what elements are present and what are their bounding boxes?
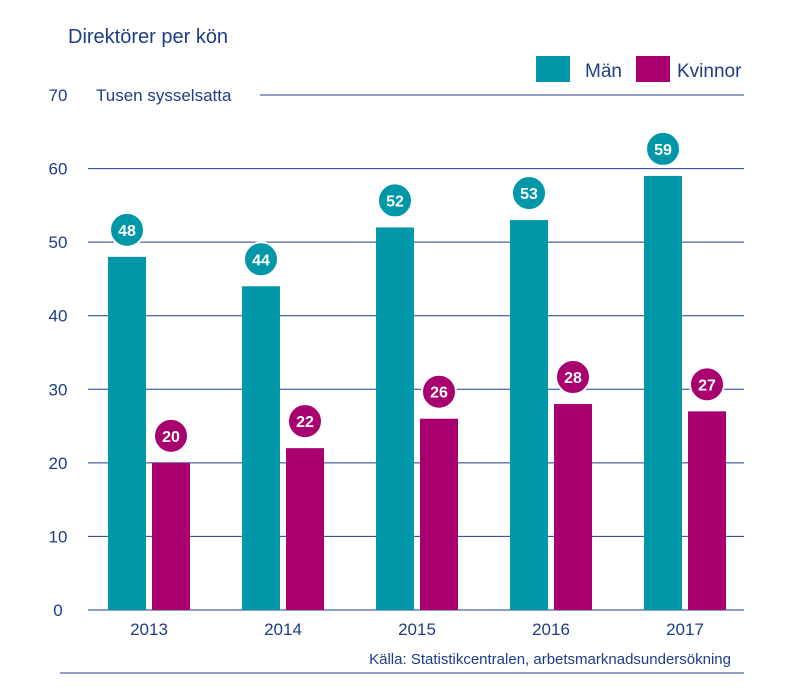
x-tick-label: 2013 <box>130 620 168 639</box>
legend: Män Kvinnor <box>536 56 742 82</box>
bar-kvinnor <box>554 404 592 610</box>
data-label-badge <box>689 366 725 403</box>
y-tick-label: 60 <box>49 160 68 179</box>
data-label-badge <box>645 130 681 167</box>
legend-label-kvinnor: Kvinnor <box>677 61 742 82</box>
x-tick-label: 2017 <box>666 620 704 639</box>
bar-kvinnor <box>286 448 324 610</box>
bar-kvinnor <box>688 411 726 610</box>
data-label-badge <box>243 241 279 278</box>
data-label: 22 <box>296 414 314 431</box>
legend-swatch-kvinnor <box>636 56 670 82</box>
y-tick-label: 20 <box>49 454 68 473</box>
data-label: 44 <box>252 252 270 269</box>
legend-swatch-man <box>536 56 570 82</box>
data-label: 53 <box>520 186 538 203</box>
x-tick-label: 2016 <box>532 620 570 639</box>
data-label-badge <box>153 417 189 454</box>
bar-man <box>242 286 280 610</box>
legend-label-man: Män <box>585 61 622 82</box>
data-label: 48 <box>118 223 136 240</box>
source-note: Källa: Statistikcentralen, arbetsmarknad… <box>369 651 731 668</box>
bar-kvinnor <box>152 462 190 610</box>
data-label: 28 <box>564 370 582 387</box>
bar-man <box>108 256 146 610</box>
data-label-badge <box>511 175 547 212</box>
data-labels: 48 20 44 22 52 26 53 28 59 27 <box>109 130 725 454</box>
data-label: 52 <box>386 193 404 210</box>
y-tick-label: 50 <box>49 233 68 252</box>
data-label-badge <box>287 403 323 440</box>
bar-man <box>376 227 414 610</box>
y-tick-label: 30 <box>49 380 68 399</box>
gridlines <box>88 94 744 611</box>
bar-man <box>644 175 682 610</box>
data-label-badge <box>555 359 591 395</box>
data-label: 27 <box>698 377 716 394</box>
bar-man <box>510 220 548 611</box>
x-axis-ticks: 2013 2014 2015 2016 2017 <box>130 620 704 639</box>
data-label-badge <box>421 373 457 410</box>
data-label: 20 <box>162 429 180 446</box>
y-tick-label: 10 <box>49 527 68 546</box>
x-tick-label: 2015 <box>398 620 436 639</box>
bars <box>108 175 726 611</box>
data-label-badge <box>109 211 145 248</box>
bar-kvinnor <box>420 418 458 610</box>
y-axis-label: Tusen sysselsatta <box>96 86 232 105</box>
data-label: 26 <box>430 385 448 402</box>
y-tick-label: 40 <box>49 307 68 326</box>
y-axis-ticks: 0 10 20 30 40 50 60 70 <box>49 86 68 620</box>
y-tick-label: 0 <box>53 601 62 620</box>
data-label-badge <box>377 182 413 219</box>
y-tick-label: 70 <box>49 86 68 105</box>
x-tick-label: 2014 <box>264 620 302 639</box>
chart-title: Direktörer per kön <box>68 26 228 48</box>
data-label: 59 <box>654 142 672 159</box>
